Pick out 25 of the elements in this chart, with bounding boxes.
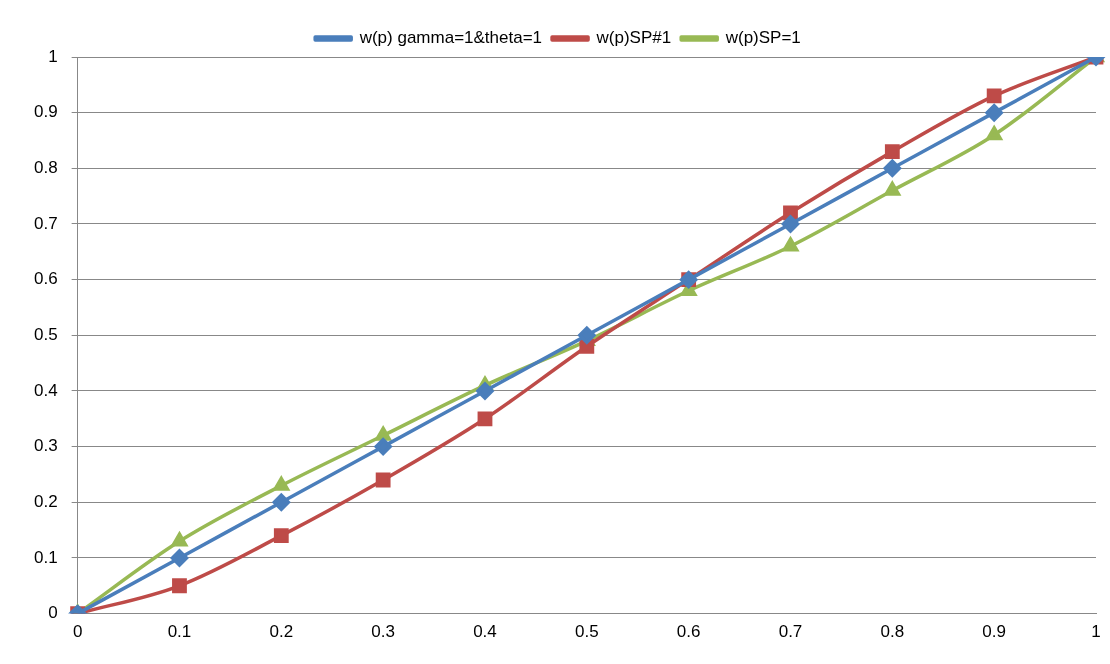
y-tick-label: 0.5 — [33, 324, 58, 344]
x-tick-label: 0.5 — [575, 622, 599, 642]
y-tick-label: 0.9 — [33, 102, 58, 122]
y-tick-label: 0.4 — [33, 380, 58, 400]
legend-label: w(p)SP#1 — [595, 28, 672, 48]
y-tick-label: 0.3 — [33, 436, 58, 456]
y-tick-label: 0.7 — [33, 213, 58, 233]
y-tick-label: 0.6 — [33, 269, 58, 289]
y-tick-label: 0 — [48, 603, 58, 623]
x-tick-label: 0 — [72, 622, 83, 642]
x-tick-label: 1 — [1091, 622, 1101, 642]
legend-label: w(p) gamma=1&theta=1 — [358, 28, 543, 48]
x-tick-label: 0.9 — [982, 622, 1006, 642]
x-tick-label: 0.1 — [167, 622, 192, 642]
legend-label: w(p)SP=1 — [724, 28, 801, 48]
x-tick-label: 0.2 — [269, 622, 294, 642]
y-tick-label: 0.2 — [33, 491, 58, 511]
x-tick-label: 0.8 — [880, 622, 905, 642]
y-tick-label: 1 — [48, 46, 58, 66]
x-tick-label: 0.7 — [778, 622, 803, 642]
x-tick-label: 0.3 — [371, 622, 395, 642]
x-tick-label: 0.6 — [676, 622, 701, 642]
y-tick-label: 0.1 — [33, 547, 58, 567]
y-tick-label: 0.8 — [33, 158, 58, 178]
x-tick-label: 0.4 — [473, 622, 497, 642]
